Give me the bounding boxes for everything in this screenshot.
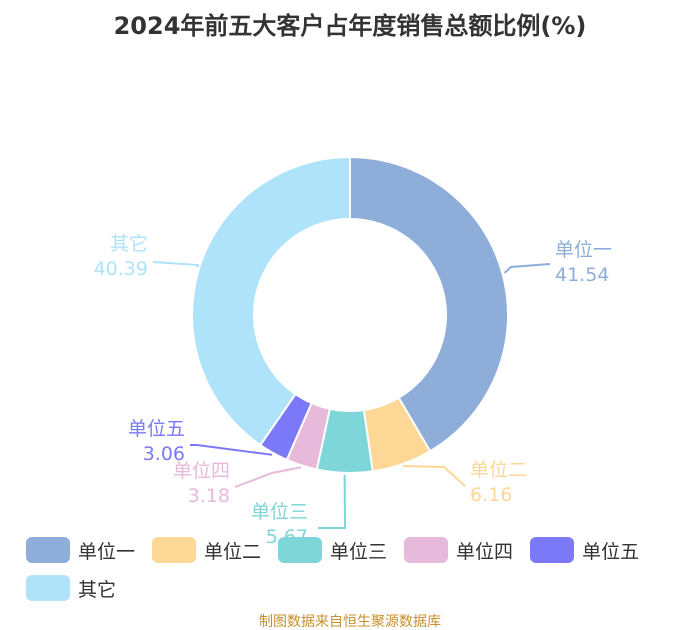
- chart-legend: 单位一 单位二 单位三 单位四 单位五其它: [26, 531, 686, 607]
- legend-item[interactable]: 单位五: [530, 531, 639, 569]
- leader-line: [190, 444, 273, 456]
- legend-item[interactable]: 其它: [26, 569, 116, 607]
- legend-swatch: [26, 537, 70, 563]
- slice-category-label: 单位四: [173, 460, 230, 482]
- leader-line: [152, 261, 200, 268]
- legend-label: 单位二: [204, 540, 262, 563]
- legend-swatch: [278, 537, 323, 563]
- source-note: 制图数据来自恒生聚源数据库: [259, 614, 441, 630]
- slice-value-label: 6.16: [470, 484, 512, 506]
- slice-category-label: 其它: [110, 233, 148, 255]
- legend-swatch: [404, 537, 449, 563]
- slice-category-label: 单位一: [555, 239, 612, 261]
- legend-label: 单位四: [456, 540, 514, 563]
- legend-item[interactable]: 单位四: [404, 531, 513, 569]
- slice-category-label: 单位三: [251, 501, 308, 523]
- legend-label: 单位三: [330, 540, 388, 563]
- legend-swatch: [26, 575, 70, 601]
- legend-item[interactable]: 单位二: [152, 531, 261, 569]
- chart-title: 2024年前五大客户占年度销售总额比例(%): [113, 12, 587, 40]
- leader-line: [318, 474, 347, 529]
- legend-item[interactable]: 单位一: [26, 531, 135, 569]
- slice-value-label: 41.54: [555, 264, 609, 286]
- legend-label: 单位五: [582, 540, 640, 563]
- slice-category-label: 单位五: [128, 418, 185, 440]
- legend-item[interactable]: 单位三: [278, 531, 387, 569]
- slice-value-label: 40.39: [94, 258, 148, 280]
- slice-value-label: 3.18: [188, 485, 230, 507]
- donut-slice: [191, 155, 351, 447]
- leader-line: [234, 466, 302, 488]
- legend-swatch: [530, 537, 575, 563]
- donut-slice: [349, 155, 509, 453]
- legend-swatch: [152, 537, 197, 563]
- legend-label: 单位一: [78, 540, 136, 563]
- legend-label: 其它: [78, 578, 117, 601]
- leader-line: [403, 464, 466, 487]
- leader-line: [503, 263, 551, 274]
- slice-value-label: 3.06: [143, 443, 185, 465]
- slice-category-label: 单位二: [470, 459, 527, 481]
